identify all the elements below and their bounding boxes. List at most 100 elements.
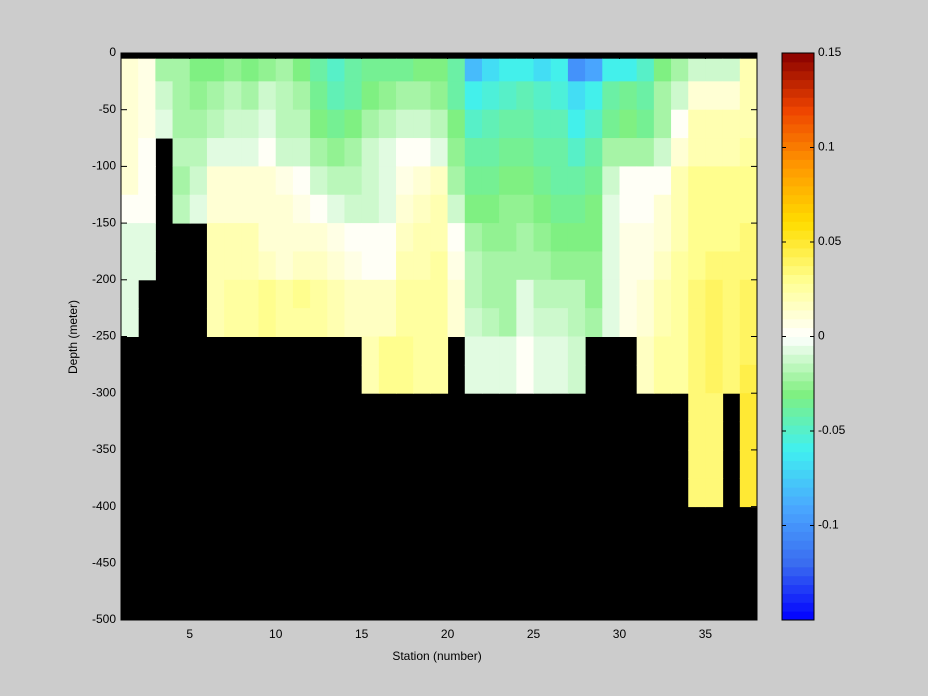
colorbar-swatch [782,265,814,275]
colorbar-swatch [782,513,814,524]
heat-cell [378,308,397,337]
heat-cell [241,81,260,111]
heat-cell [533,251,552,281]
heat-cell [739,308,758,337]
y-tick-label: -50 [99,102,117,116]
heat-cell [138,109,156,139]
heat-cell [241,138,260,167]
heat-cell [258,58,277,82]
heat-cell [447,138,466,167]
heat-cell [619,223,638,252]
heat-cell [430,251,449,281]
colorbar-swatch [782,274,814,284]
heat-cell [739,58,758,82]
heat-cell [533,364,552,394]
heat-cell [619,166,638,196]
heat-cell [705,109,724,139]
colorbar-swatch [782,292,814,302]
heat-cell [705,336,724,366]
heat-cell [533,336,552,366]
heat-cell [275,109,294,139]
heat-cell [585,223,603,252]
heat-cell [344,166,363,196]
heat-cell [739,478,758,508]
heat-cell [653,81,672,111]
heat-cell [516,223,535,252]
heat-cell [241,58,260,82]
heat-cell [653,308,672,337]
heat-cell [499,58,517,82]
heat-cell [327,166,345,196]
heat-cell [567,279,586,309]
colorbar-swatch [782,354,814,364]
heat-cell [550,194,569,224]
heat-cell [550,308,569,337]
heat-cell [722,364,741,394]
heat-cell [344,279,363,309]
heat-cell [688,393,706,423]
colorbar-swatch [782,566,814,577]
heat-cell [241,308,260,337]
colorbar-tick-label: 0 [818,329,825,343]
heat-cell [567,166,586,196]
heat-cell [172,81,191,111]
heat-cell [430,364,449,394]
heat-cell [636,336,655,366]
y-tick-label: -150 [92,215,116,229]
heat-cell [258,308,277,337]
heat-cell [464,81,483,111]
heat-cell [310,81,328,111]
heat-cell [275,279,294,309]
heat-cell [567,364,586,394]
heat-cell [378,109,397,139]
heat-cell [121,251,139,281]
heat-cell [206,81,225,111]
heat-cell [722,308,741,337]
heat-cell [344,308,363,337]
heat-cell [464,138,483,167]
heat-cell [206,279,225,309]
heat-cell [292,58,311,82]
heat-cell [344,223,363,252]
heat-cell [464,364,483,394]
heat-cell [447,58,466,82]
heat-cell [567,251,586,281]
heat-cell [292,81,311,111]
heat-cell [499,194,517,224]
heat-cell [121,166,139,196]
heat-cell [653,166,672,196]
heat-cell [361,279,380,309]
heat-cell [636,364,655,394]
heat-cell [224,81,242,111]
heat-cell [516,166,535,196]
heat-cell [636,308,655,337]
heat-cell [481,364,500,394]
heat-cell [636,81,655,111]
heat-cell [688,478,706,508]
heat-cell [619,109,638,139]
colorbar-swatch [782,318,814,329]
heat-cell [430,336,449,366]
heat-cell [327,58,345,82]
heat-cell [396,81,414,111]
heat-cell [671,138,689,167]
x-tick-label: 35 [699,627,713,641]
heat-cell [413,81,431,111]
y-tick-label: -400 [92,499,116,513]
heat-cell [653,336,672,366]
heat-cell [739,421,758,451]
heat-cell [378,138,397,167]
heat-cell [447,308,466,337]
heat-cell [516,308,535,337]
heat-cell [619,58,638,82]
heat-cell [602,138,620,167]
heat-cell [241,109,260,139]
heat-cell [739,393,758,423]
heat-cell [275,81,294,111]
y-axis-label: Depth (meter) [66,300,80,374]
heat-cell [585,166,603,196]
heat-cell [550,279,569,309]
heat-cell [447,81,466,111]
heat-cell [705,449,724,479]
